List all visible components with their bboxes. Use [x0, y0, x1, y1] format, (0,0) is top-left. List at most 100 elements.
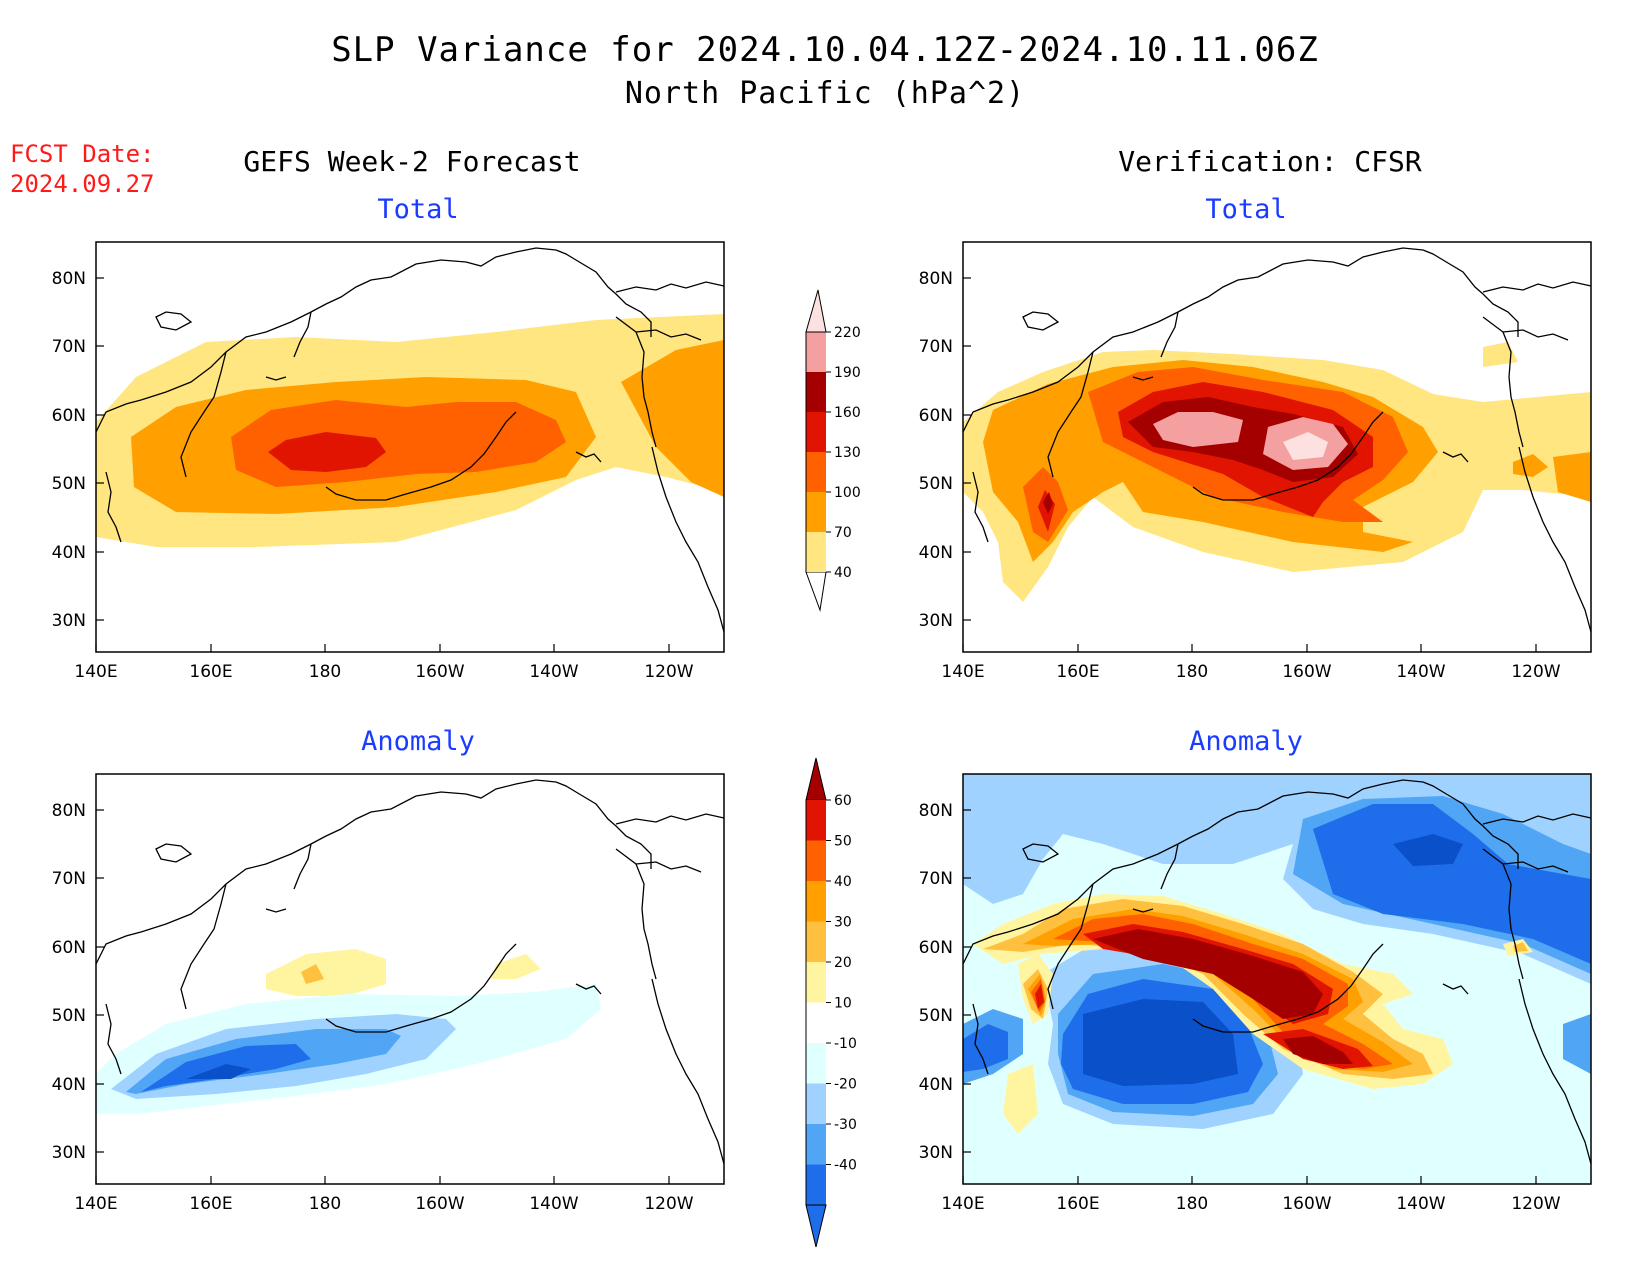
colorbar-box	[806, 492, 826, 532]
colorbar-box	[806, 332, 826, 372]
colorbar-box	[806, 452, 826, 492]
colorbar-top-arrow	[805, 289, 827, 333]
lon-tick-label: 180	[1176, 662, 1208, 682]
lon-tick-label: 140W	[1396, 1194, 1445, 1214]
lon-tick-label: 160W	[1282, 1194, 1331, 1214]
lon-tick-label: 120W	[1511, 1194, 1560, 1214]
verif-total-subtitle: Total	[1205, 194, 1287, 225]
colorbar-label: 60	[834, 793, 852, 809]
lat-tick-label: 30N	[919, 611, 953, 631]
colorbar-box	[806, 1164, 826, 1205]
colorbar-label: 70	[834, 525, 852, 541]
forecast-date-value: 2024.09.27	[10, 170, 155, 198]
colorbar-label: 20	[834, 955, 852, 971]
colorbar-label: 190	[834, 365, 861, 381]
verif-anomaly-subtitle: Anomaly	[1189, 726, 1303, 757]
colorbar-box	[806, 1002, 826, 1043]
colorbar-label: -30	[834, 1117, 857, 1133]
colorbar-label: 130	[834, 445, 861, 461]
colorbar-box	[806, 1124, 826, 1165]
colorbar-box	[806, 800, 826, 841]
fcst-anomaly-map	[95, 773, 725, 1185]
colorbar-box	[806, 1083, 826, 1124]
lat-tick-label: 30N	[52, 611, 86, 631]
forecast-column-title: GEFS Week-2 Forecast	[243, 145, 581, 178]
lat-tick-label: 80N	[52, 269, 86, 289]
colorbar-top-arrow	[805, 757, 827, 801]
lat-tick-label: 70N	[919, 869, 953, 889]
colorbar-label: -10	[834, 1036, 857, 1052]
lon-tick-label: 120W	[644, 1194, 693, 1214]
forecast-date-label: FCST Date:	[10, 140, 155, 168]
lon-tick-label: 120W	[1511, 662, 1560, 682]
colorbar-box	[806, 921, 826, 962]
verif-anomaly-map	[962, 773, 1592, 1185]
lat-tick-label: 60N	[52, 406, 86, 426]
lon-tick-label: 140W	[1396, 662, 1445, 682]
colorbar-box	[806, 881, 826, 922]
colorbar-bottom-arrow	[805, 1204, 827, 1248]
lon-tick-label: 140W	[529, 662, 578, 682]
colorbar-label: 40	[834, 874, 852, 890]
colorbar-box	[806, 412, 826, 452]
verification-column-title: Verification: CFSR	[1118, 145, 1422, 178]
lon-tick-label: 160E	[189, 662, 232, 682]
colorbar-box	[806, 372, 826, 412]
lon-tick-label: 140E	[941, 1194, 984, 1214]
lat-tick-label: 80N	[919, 269, 953, 289]
colorbar-label: -20	[834, 1077, 857, 1093]
lat-tick-label: 60N	[52, 938, 86, 958]
axes-layer: 140E 160E 180 160W 140W 120W 80N 70N 60N 50N 40N 30…	[52, 269, 1561, 1214]
lon-tick-label: 180	[309, 1194, 341, 1214]
colorbar-label: 220	[834, 325, 861, 341]
colorbar-label: 100	[834, 485, 861, 501]
lat-tick-label: 50N	[52, 474, 86, 494]
lat-tick-label: 70N	[919, 337, 953, 357]
fcst-anomaly-subtitle: Anomaly	[361, 726, 475, 757]
lat-tick-label: 80N	[919, 801, 953, 821]
colorbar-label: 30	[834, 915, 852, 931]
colorbar-box	[806, 1043, 826, 1084]
colorbar-label: -40	[834, 1158, 857, 1174]
lon-tick-label: 140E	[941, 662, 984, 682]
colorbar-label: 50	[834, 834, 852, 850]
lon-tick-label: 140W	[529, 1194, 578, 1214]
verif-total-map	[962, 241, 1592, 653]
lat-tick-label: 50N	[52, 1006, 86, 1026]
total-colorbar: 40 70 100 130 160 190 220	[805, 289, 861, 612]
lon-tick-label: 160W	[415, 662, 464, 682]
fcst-total-map	[95, 241, 725, 653]
colorbar-label: 160	[834, 405, 861, 421]
colorbar-box	[806, 532, 826, 572]
fcst-total-subtitle: Total	[377, 194, 459, 225]
lon-tick-label: 120W	[644, 662, 693, 682]
colorbar-box	[806, 962, 826, 1003]
lat-tick-label: 60N	[919, 406, 953, 426]
lat-tick-label: 40N	[52, 543, 86, 563]
lat-tick-label: 50N	[919, 474, 953, 494]
lat-tick-label: 30N	[919, 1143, 953, 1163]
lon-tick-label: 140E	[74, 662, 117, 682]
lon-tick-label: 160E	[1056, 1194, 1099, 1214]
lon-tick-label: 160E	[189, 1194, 232, 1214]
plot-title: SLP Variance for 2024.10.04.12Z-2024.10.…	[331, 30, 1319, 70]
plot-subtitle: North Pacific (hPa^2)	[624, 76, 1026, 111]
lat-tick-label: 70N	[52, 337, 86, 357]
lat-tick-label: 60N	[919, 938, 953, 958]
lat-tick-label: 30N	[52, 1143, 86, 1163]
colorbar-label: 40	[834, 565, 852, 581]
lon-tick-label: 160W	[1282, 662, 1331, 682]
lon-tick-label: 160E	[1056, 662, 1099, 682]
lat-tick-label: 40N	[52, 1075, 86, 1095]
lon-tick-label: 140E	[74, 1194, 117, 1214]
lon-tick-label: 180	[1176, 1194, 1208, 1214]
lat-tick-label: 50N	[919, 1006, 953, 1026]
lat-tick-label: 80N	[52, 801, 86, 821]
lon-tick-label: 180	[309, 662, 341, 682]
lat-tick-label: 70N	[52, 869, 86, 889]
lat-tick-label: 40N	[919, 1075, 953, 1095]
colorbar-label: 10	[834, 996, 852, 1012]
colorbar-box	[806, 840, 826, 881]
lon-tick-label: 160W	[415, 1194, 464, 1214]
